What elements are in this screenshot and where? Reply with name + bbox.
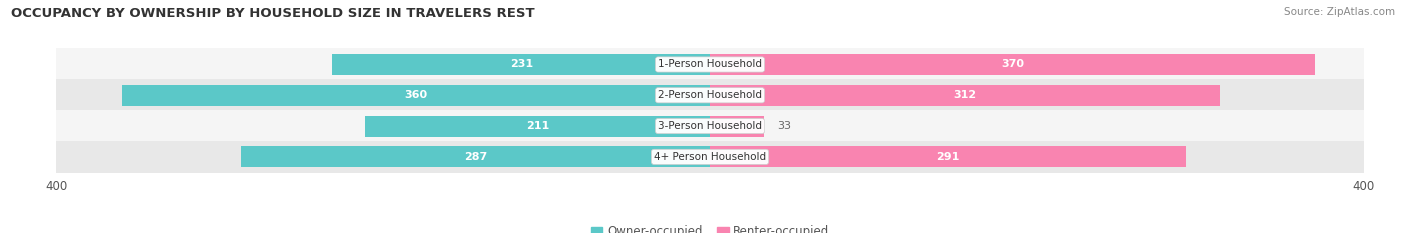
Bar [710, 54, 1315, 75]
Bar [56, 79, 1364, 112]
Text: 211: 211 [526, 121, 550, 131]
Text: 360: 360 [405, 90, 427, 100]
Text: 4+ Person Household: 4+ Person Household [654, 152, 766, 162]
Text: 231: 231 [510, 59, 533, 69]
Bar [56, 141, 1364, 173]
Bar [240, 146, 710, 167]
Bar [332, 54, 710, 75]
Bar [56, 110, 1364, 142]
Text: 370: 370 [1001, 59, 1024, 69]
Text: 287: 287 [464, 152, 486, 162]
Bar [710, 85, 1220, 106]
Bar [710, 116, 763, 137]
Legend: Owner-occupied, Renter-occupied: Owner-occupied, Renter-occupied [586, 221, 834, 233]
Bar [56, 48, 1364, 81]
Bar [366, 116, 710, 137]
Text: 291: 291 [936, 152, 959, 162]
Bar [710, 146, 1185, 167]
Text: 3-Person Household: 3-Person Household [658, 121, 762, 131]
Text: Source: ZipAtlas.com: Source: ZipAtlas.com [1284, 7, 1395, 17]
Text: 1-Person Household: 1-Person Household [658, 59, 762, 69]
Text: OCCUPANCY BY OWNERSHIP BY HOUSEHOLD SIZE IN TRAVELERS REST: OCCUPANCY BY OWNERSHIP BY HOUSEHOLD SIZE… [11, 7, 534, 20]
Text: 2-Person Household: 2-Person Household [658, 90, 762, 100]
Text: 312: 312 [953, 90, 977, 100]
Text: 33: 33 [778, 121, 792, 131]
Bar [122, 85, 710, 106]
